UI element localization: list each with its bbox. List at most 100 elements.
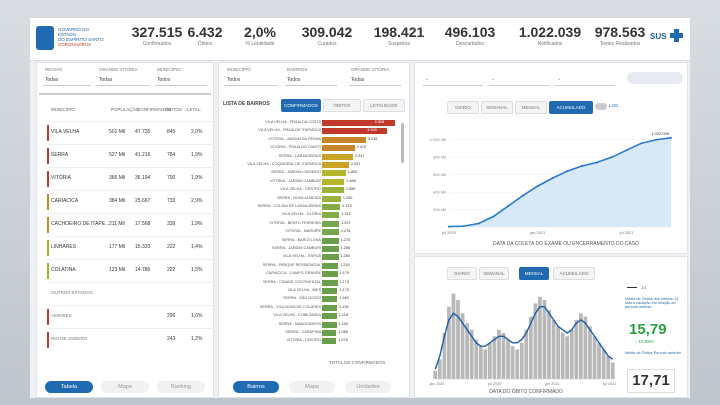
bairro-bar[interactable] <box>322 246 339 252</box>
filter-action-button[interactable] <box>627 72 683 84</box>
bairro-bar-row[interactable]: SERRA - CARAPINA 1.085 <box>219 329 399 337</box>
chip-letalidade[interactable]: LETALIDADE <box>363 99 405 112</box>
bairro-bar[interactable] <box>322 204 341 210</box>
bairro-bar[interactable] <box>322 321 337 328</box>
bairro-bar-row[interactable]: VILA VELHA - COQUEIRAL DE ITAPARICA 2.037 <box>219 161 399 169</box>
table-row[interactable]: VITÓRIA 366 Mil 36.194 700 1,9% <box>47 167 217 190</box>
bairro-bar-row[interactable]: SERRA - NOVA ALMEIDA 1.430 <box>219 195 399 203</box>
tab-bairros[interactable]: Bairros <box>233 381 279 393</box>
bairro-bar-row[interactable]: VITÓRIA - JARDIM CAMBURI 1.696 <box>219 178 399 186</box>
table-row[interactable]: RIO DE JANEIRO 243 1,2% <box>47 328 217 351</box>
bairro-bar[interactable] <box>322 170 346 177</box>
table-row[interactable]: CARIACICA 384 Mil 25.667 733 2,9% <box>47 190 217 213</box>
bairro-bar-row[interactable]: SERRA - MANGUINHOS 1.100 <box>219 321 399 329</box>
col-populacao[interactable]: POPULAÇÃO <box>111 107 140 112</box>
bairro-bar[interactable] <box>322 254 339 261</box>
col-confirmados[interactable]: CONFIRMADOS <box>137 107 171 112</box>
bairro-bar[interactable] <box>322 338 337 345</box>
table-row[interactable]: LINHARES 177 Mil 15.320 222 1,4% <box>47 236 217 259</box>
bairro-bar[interactable] <box>322 288 338 294</box>
bairro-bar[interactable] <box>322 162 349 168</box>
tab-ranking[interactable]: Ranking <box>157 381 205 393</box>
log-toggle[interactable] <box>595 103 607 110</box>
bairro-bar[interactable] <box>322 304 338 311</box>
bairro-bar-row[interactable]: VILA VELHA - PRAIA DA COSTA 5.508 <box>219 119 399 127</box>
bairro-bar[interactable] <box>322 313 337 320</box>
filter-municipio-select[interactable]: Todos ⌄ <box>155 75 207 86</box>
bairro-bar[interactable] <box>322 128 388 135</box>
filter-regiao-select[interactable]: Todas ⌄ <box>43 75 91 86</box>
bairro-bar-row[interactable]: VITÓRIA - MARUÍPE 1.278 <box>219 228 399 236</box>
table-row[interactable]: CACHOEIRO DE ITAPE... 211 Mil 17.568 339 1,9… <box>47 213 217 236</box>
filter-right-3-select[interactable]: ⌄ <box>555 75 615 86</box>
chip-obitos[interactable]: ÓBITOS <box>323 99 361 112</box>
bairro-bar[interactable] <box>322 296 338 303</box>
bairro-bar-row[interactable]: VITÓRIA - CENTRO 1.076 <box>219 337 399 345</box>
bairro-bar[interactable] <box>322 195 341 202</box>
bairros-scrollbar[interactable] <box>401 123 404 163</box>
chip-mensal[interactable]: MENSAL <box>515 101 547 114</box>
bairro-bar[interactable] <box>322 237 339 244</box>
cell-letal: 1,2% <box>191 336 203 342</box>
bairro-bar-row[interactable]: VITÓRIA - PRAIA DO CANTO 2.472 <box>219 144 399 152</box>
table-row[interactable]: AIMORÉS 296 1,6% <box>47 305 217 328</box>
bairro-bar[interactable] <box>322 178 345 185</box>
bairro-bar-row[interactable]: VILA VELHA - PRAIA DE ITAPARICA 4.949 <box>219 127 399 135</box>
bairro-bar-row[interactable]: SERRA - COLINA DE LARANJEIRAS 1.375 <box>219 203 399 211</box>
table-row[interactable]: VILA VELHA 501 Mil 47.735 845 2,0% <box>47 121 217 144</box>
bairro-bar[interactable] <box>322 212 340 219</box>
bairro-bar-row[interactable]: SERRA - JARDIM LIMOEIRO 1.800 <box>219 169 399 177</box>
col-obitos[interactable]: ÓBITOS <box>165 107 182 112</box>
bairro-bar[interactable] <box>322 330 337 336</box>
bairro-bar-row[interactable]: SERRA - SÃO DIOGO 1.146 <box>219 295 399 303</box>
filter-right-1-select[interactable]: ⌄ <box>423 75 483 86</box>
bairro-bar-row[interactable]: VILA VELHA - CENTRO 1.659 <box>219 186 399 194</box>
chip-acumulado[interactable]: ACUMULADO <box>549 101 593 114</box>
bairro-bar-row[interactable]: SERRA - PARQUE RESIDENCIAL 1.216 <box>219 262 399 270</box>
chip-diario[interactable]: DIÁRIO <box>447 101 479 114</box>
filter-bairros-select[interactable]: Todos ⌄ <box>285 75 337 86</box>
bairro-bar-row[interactable]: SERRA - VILA NOVA DE COLARES 1.139 <box>219 304 399 312</box>
bairro-bar[interactable] <box>322 271 338 278</box>
bairro-bar[interactable] <box>322 279 338 286</box>
bairro-bar-row[interactable]: VILA VELHA - ITAPUÃ 1.250 <box>219 253 399 261</box>
bairro-bar-row[interactable]: SERRA - JARDIM CAMBURI 1.256 <box>219 245 399 253</box>
chip-obitos-diario[interactable]: DIÁRIO <box>447 267 477 280</box>
table-row[interactable]: SERRA 527 Mil 41.216 784 1,9% <box>47 144 217 167</box>
table-row[interactable]: COLATINA 123 Mil 14.786 222 1,5% <box>47 259 217 282</box>
tab-unidades[interactable]: Unidades <box>345 381 391 393</box>
bairro-bar-row[interactable]: VILA VELHA - COBILÂNDIA 1.118 <box>219 312 399 320</box>
filter-grande-vitoria-select[interactable]: Todas ⌄ <box>97 75 149 86</box>
bairro-bar-row[interactable]: SERRA - LARANJEIRAS 2.347 <box>219 153 399 161</box>
bairro-bar-row[interactable]: VITÓRIA - BENTO FERREIRA 1.297 <box>219 220 399 228</box>
chip-confirmados[interactable]: CONFIRMADOS <box>281 99 321 112</box>
col-municipio[interactable]: MUNICÍPIO <box>51 107 75 112</box>
bairro-bar[interactable] <box>322 136 366 143</box>
bairro-bar[interactable] <box>322 229 339 236</box>
table-row[interactable]: OUTROS ESTADOS <box>47 282 217 305</box>
chip-semanal[interactable]: SEMANAL <box>481 101 513 114</box>
tab-tabela[interactable]: Tabela <box>45 381 93 393</box>
bairro-bar[interactable] <box>322 120 395 126</box>
cumulative-point <box>670 136 672 139</box>
col-letalidade[interactable]: LETAL. <box>187 107 202 112</box>
bairro-bar-row[interactable]: VILA VELHA - IBES 1.170 <box>219 287 399 295</box>
filter-mid-municipio-select[interactable]: Todos ⌄ <box>225 75 277 86</box>
bairro-bar-row[interactable]: SERRA - BARCELONA 1.270 <box>219 237 399 245</box>
bairro-bar-row[interactable]: VILA VELHA - GLÓRIA 1.312 <box>219 211 399 219</box>
bairro-bar[interactable] <box>322 145 355 152</box>
bairro-bar-row[interactable]: VITÓRIA - JARDIM DA PENHA 3.315 <box>219 136 399 144</box>
bairro-bar[interactable] <box>322 187 344 194</box>
bairro-bar-row[interactable]: CARIACICA - CAMPO GRANDE 1.179 <box>219 270 399 278</box>
bairro-bar[interactable] <box>322 262 339 269</box>
filter-mid-gv-select[interactable]: Todas ⌄ <box>349 75 401 86</box>
filter-right-2-select[interactable]: ⌄ <box>489 75 549 86</box>
tab-mid-mapa[interactable]: Mapa <box>289 381 335 393</box>
tab-mapa[interactable]: Mapa <box>101 381 149 393</box>
chip-obitos-semanal[interactable]: SEMANAL <box>479 267 509 280</box>
bairro-bar-row[interactable]: SERRA - CIDADE CONTINENTAL 1.174 <box>219 279 399 287</box>
chip-obitos-acumulado[interactable]: ACUMULADO <box>553 267 595 280</box>
chip-obitos-mensal[interactable]: MENSAL <box>519 267 549 280</box>
bairro-bar[interactable] <box>322 153 353 160</box>
bairro-bar[interactable] <box>322 220 340 227</box>
